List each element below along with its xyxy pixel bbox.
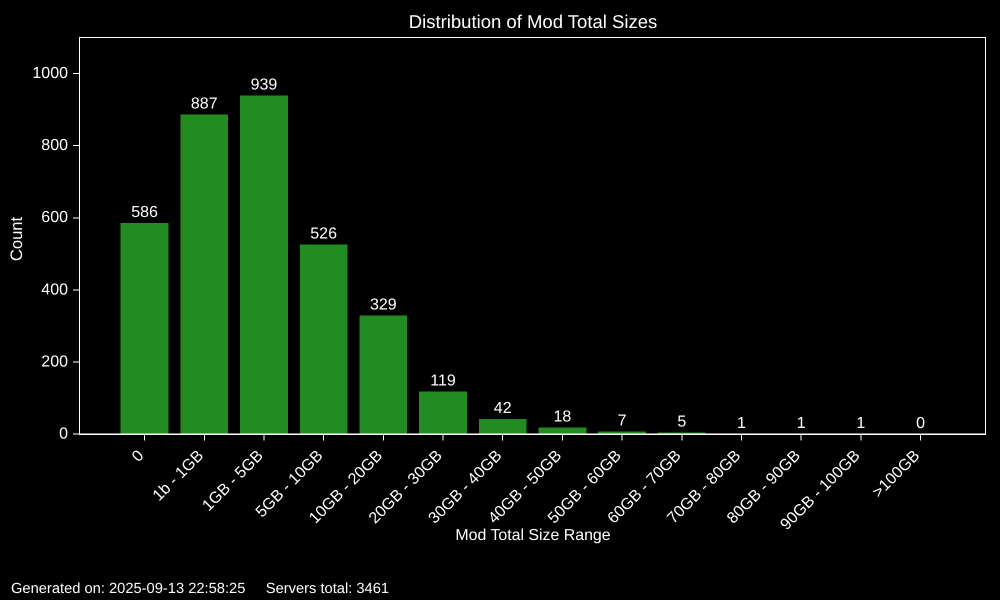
- svg-text:887: 887: [191, 95, 218, 112]
- svg-text:1: 1: [737, 415, 746, 432]
- svg-text:7: 7: [618, 413, 627, 430]
- svg-text:Distribution of Mod Total Size: Distribution of Mod Total Sizes: [409, 11, 658, 32]
- svg-text:119: 119: [430, 372, 456, 389]
- svg-text:0: 0: [916, 415, 925, 432]
- svg-text:939: 939: [251, 77, 278, 94]
- svg-text:0: 0: [59, 426, 68, 443]
- svg-text:42: 42: [494, 400, 512, 417]
- svg-text:1: 1: [856, 415, 865, 432]
- svg-text:Mod Total Size Range: Mod Total Size Range: [455, 527, 610, 544]
- svg-text:1000: 1000: [32, 65, 68, 82]
- svg-text:600: 600: [41, 209, 68, 226]
- svg-text:400: 400: [41, 281, 68, 298]
- svg-text:1: 1: [797, 415, 806, 432]
- svg-text:586: 586: [131, 204, 158, 221]
- svg-text:18: 18: [554, 409, 572, 426]
- svg-text:329: 329: [370, 297, 397, 314]
- svg-text:Generated on: 2025-09-13 22:58: Generated on: 2025-09-13 22:58:25 Server…: [11, 581, 389, 597]
- svg-text:526: 526: [310, 226, 337, 243]
- svg-text:5: 5: [677, 413, 686, 430]
- svg-text:Count: Count: [7, 216, 26, 261]
- svg-text:200: 200: [41, 353, 68, 370]
- svg-text:800: 800: [41, 137, 68, 154]
